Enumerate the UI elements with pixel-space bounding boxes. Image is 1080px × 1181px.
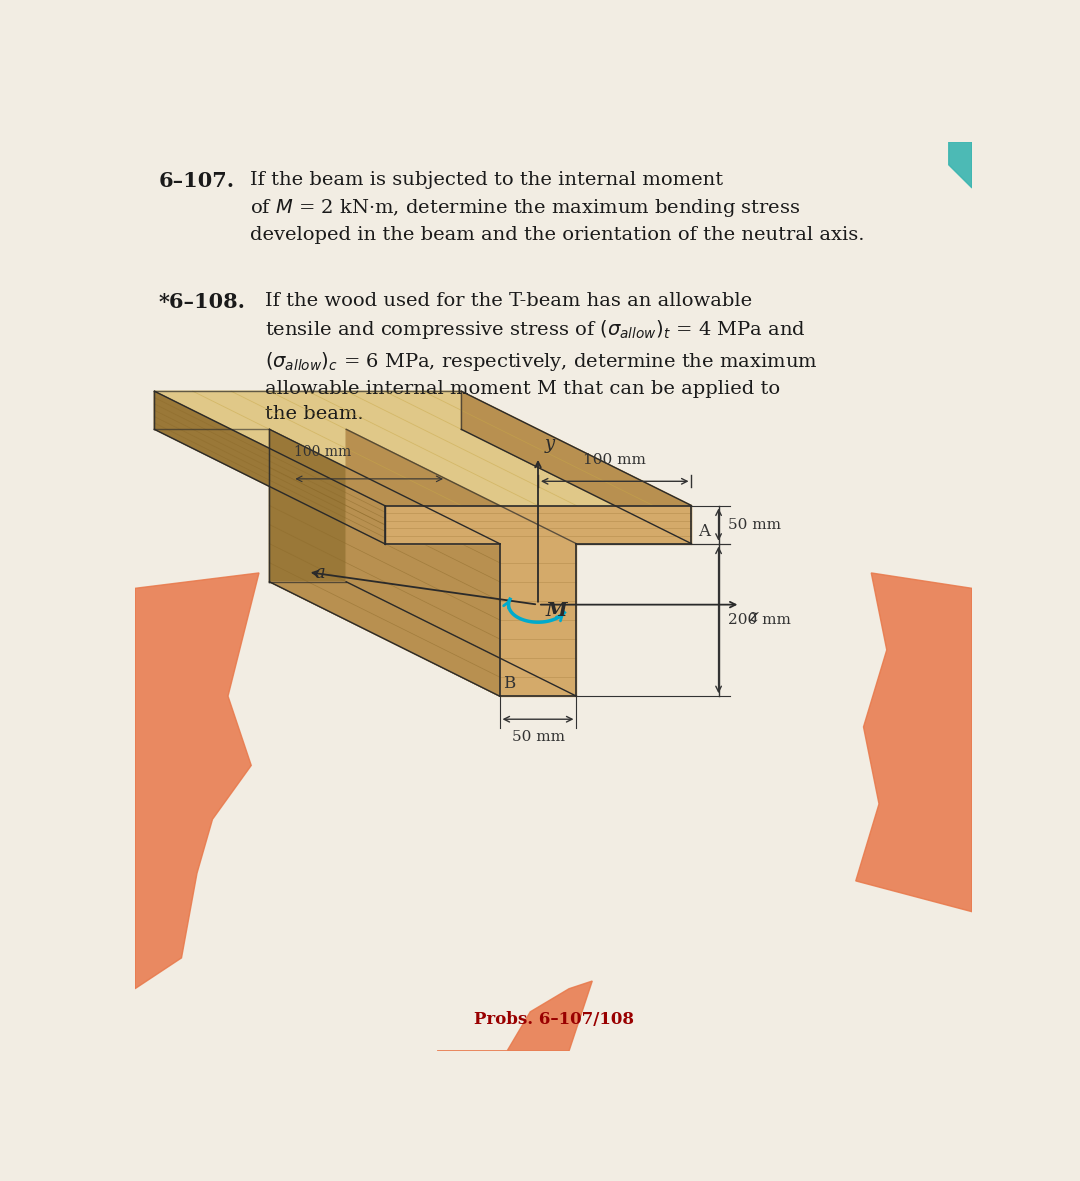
Polygon shape (270, 430, 347, 582)
Polygon shape (270, 430, 500, 696)
Text: 6–107.: 6–107. (159, 171, 234, 191)
Text: If the wood used for the T-beam has an allowable
tensile and compressive stress : If the wood used for the T-beam has an a… (266, 292, 818, 423)
Bar (150, 145, 902, 446)
Text: M: M (545, 602, 567, 620)
Polygon shape (948, 142, 972, 188)
Polygon shape (855, 573, 972, 912)
Text: 50 mm: 50 mm (512, 730, 565, 744)
Polygon shape (461, 391, 691, 543)
Text: y: y (544, 435, 554, 454)
Text: B: B (503, 676, 516, 692)
Text: Probs. 6–107/108: Probs. 6–107/108 (473, 1011, 634, 1027)
Polygon shape (500, 543, 577, 696)
Text: a: a (314, 565, 325, 582)
Polygon shape (384, 505, 691, 543)
Polygon shape (347, 430, 577, 696)
Text: If the beam is subjected to the internal moment
of $M$ = 2 kN·m, determine the m: If the beam is subjected to the internal… (249, 171, 864, 244)
Polygon shape (154, 391, 384, 543)
Text: A: A (698, 523, 710, 540)
Text: z: z (748, 608, 757, 626)
Text: *6–108.: *6–108. (159, 292, 245, 312)
Polygon shape (154, 391, 691, 505)
Text: 200 mm: 200 mm (728, 613, 791, 627)
Polygon shape (437, 981, 592, 1051)
Text: 100 mm: 100 mm (295, 445, 352, 459)
Text: 100 mm: 100 mm (583, 454, 646, 468)
Polygon shape (270, 582, 577, 696)
Text: 50 mm: 50 mm (728, 517, 781, 531)
Polygon shape (135, 573, 259, 988)
Polygon shape (154, 391, 461, 430)
